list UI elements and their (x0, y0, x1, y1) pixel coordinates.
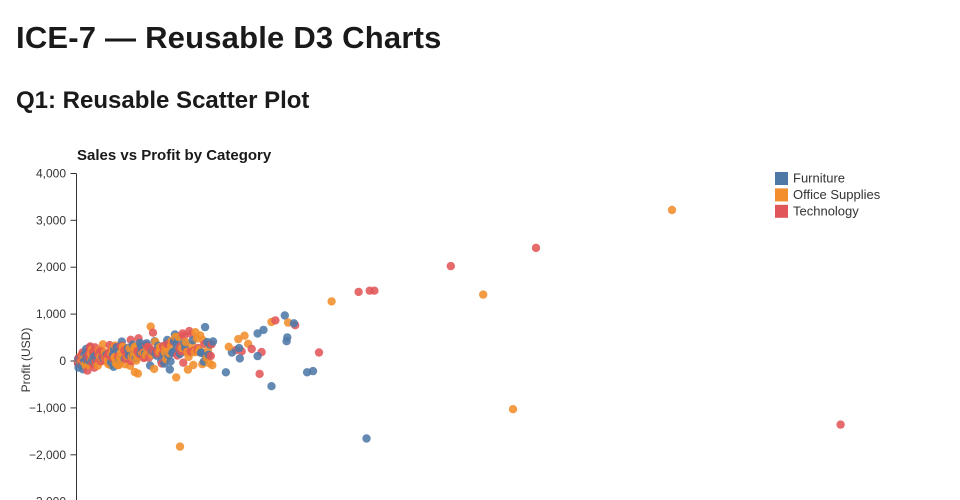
svg-text:1,000: 1,000 (36, 307, 66, 321)
svg-text:3,000: 3,000 (36, 213, 66, 227)
svg-text:Technology: Technology (793, 203, 859, 218)
svg-text:−3,000: −3,000 (29, 495, 66, 500)
svg-text:Office Supplies: Office Supplies (793, 187, 881, 202)
svg-text:Profit (USD): Profit (USD) (19, 328, 33, 393)
svg-text:2,000: 2,000 (36, 260, 66, 274)
svg-text:−2,000: −2,000 (29, 448, 66, 462)
svg-text:Furniture: Furniture (793, 171, 845, 186)
svg-text:0: 0 (59, 354, 66, 368)
svg-text:−1,000: −1,000 (29, 401, 66, 415)
svg-text:4,000: 4,000 (36, 167, 66, 181)
